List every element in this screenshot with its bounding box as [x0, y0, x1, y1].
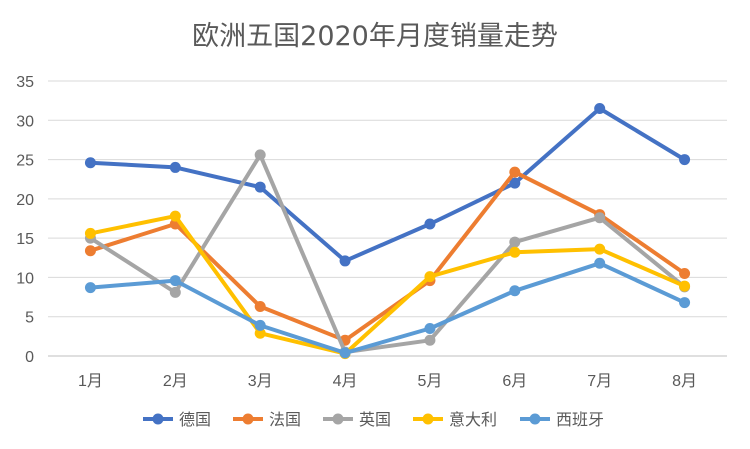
legend-item: 意大利	[413, 410, 497, 429]
data-point	[254, 301, 266, 312]
x-tick-label: 8月	[672, 373, 697, 390]
series-1	[84, 166, 691, 346]
legend-swatch-marker	[422, 413, 434, 425]
series-4	[84, 257, 691, 359]
data-point	[594, 212, 606, 224]
axes: 0 5 10 15 20 25 30 35 1月 2月 3月 4月 5月 6月 7月 8月	[16, 74, 727, 390]
y-tick-label: 10	[16, 270, 34, 287]
y-tick-label: 30	[16, 113, 34, 130]
y-tick-label: 20	[16, 192, 34, 209]
x-tick-label: 2月	[163, 373, 188, 390]
data-point	[84, 157, 96, 169]
legend-label: 英国	[359, 410, 391, 429]
x-tick-label: 7月	[587, 373, 612, 390]
y-tick-label: 5	[25, 310, 34, 327]
legend-swatch-marker	[152, 413, 164, 425]
data-point	[424, 218, 436, 230]
data-point	[509, 236, 521, 248]
data-point	[594, 243, 606, 255]
legend-item: 法国	[233, 410, 301, 429]
data-point	[169, 286, 181, 298]
data-point	[339, 255, 351, 267]
series-line	[88, 261, 687, 355]
data-point	[594, 103, 606, 114]
legend-swatch-marker	[332, 413, 344, 425]
data-point	[169, 275, 181, 287]
data-point	[679, 154, 691, 166]
data-point	[84, 282, 96, 294]
y-tick-label: 0	[25, 349, 34, 366]
y-tick-label: 25	[16, 153, 34, 170]
data-point	[679, 297, 691, 309]
data-point	[509, 177, 521, 189]
legend-label: 德国	[179, 410, 211, 429]
series-0	[84, 103, 691, 267]
data-point	[424, 271, 436, 283]
data-point	[509, 285, 521, 297]
data-point	[254, 319, 266, 331]
data-point	[424, 323, 436, 334]
gridlines	[48, 80, 727, 318]
data-point	[254, 149, 266, 161]
legend-item: 英国	[323, 410, 391, 429]
y-tick-label: 35	[16, 74, 34, 91]
legend-swatch-marker	[529, 413, 541, 425]
series-line	[88, 152, 687, 355]
data-point	[84, 227, 96, 239]
data-point	[169, 161, 181, 173]
x-tick-label: 1月	[78, 373, 103, 390]
legend-item: 德国	[143, 410, 211, 429]
legend-label: 法国	[269, 410, 301, 429]
legend-swatch-marker	[242, 413, 254, 425]
chart-title: 欧洲五国2020年月度销量走势	[192, 21, 558, 52]
data-point	[424, 334, 436, 346]
legend-item: 西班牙	[520, 410, 604, 429]
series-lines	[84, 103, 691, 360]
data-point	[679, 268, 691, 279]
data-point	[679, 280, 691, 292]
x-tick-label: 6月	[502, 373, 527, 390]
y-tick-label: 15	[16, 231, 34, 248]
data-point	[509, 246, 521, 258]
x-tick-label: 3月	[248, 373, 273, 390]
data-point	[254, 181, 266, 193]
data-point	[339, 347, 351, 359]
data-point	[254, 327, 266, 339]
x-tick-label: 5月	[417, 373, 442, 390]
x-tick-label: 4月	[333, 373, 358, 390]
series-line	[88, 214, 687, 356]
legend-label: 西班牙	[556, 410, 604, 429]
data-point	[84, 245, 96, 257]
data-point	[509, 166, 521, 178]
legend-label: 意大利	[449, 410, 497, 429]
legend: 德国 法国 英国 意大利 西班牙	[143, 410, 604, 429]
data-point	[169, 210, 181, 222]
series-line	[88, 106, 687, 263]
data-point	[594, 257, 606, 269]
